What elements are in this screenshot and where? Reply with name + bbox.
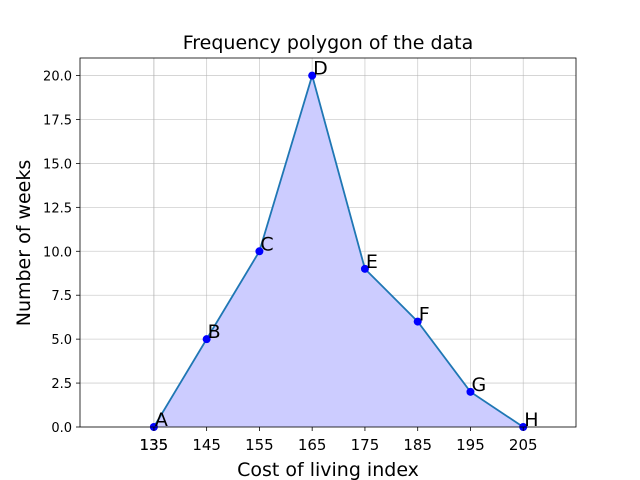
y-tick-label: 17.5 [43, 114, 72, 129]
y-tick-label: 5.0 [51, 333, 72, 348]
x-tick-label: 135 [140, 436, 169, 454]
x-tick-label: 135 [140, 436, 169, 454]
x-tick-label: 145 [192, 436, 221, 454]
y-tick-label: 2.5 [51, 377, 72, 392]
y-axis-label: Number of weeks [13, 160, 35, 327]
y-tick-label: 0.0 [51, 421, 72, 436]
x-axis-label: Cost of living index [237, 459, 419, 480]
x-tick-label: 175 [351, 436, 380, 454]
point-label-a: A [155, 409, 168, 431]
polygon-fill-area [153, 75, 524, 428]
chart-title: Frequency polygon of the data [183, 32, 474, 54]
y-tick-label: 7.5 [51, 289, 72, 304]
x-tick-label: 155 [245, 436, 274, 454]
point-label-f: F [419, 304, 430, 326]
y-tick-label: 15.0 [43, 157, 72, 172]
data-point-c [255, 247, 264, 256]
y-axis-ticks: 0.0 2.5 5.0 7.5 10.0 12.5 15.0 17.5 20.0 [43, 70, 80, 436]
y-tick-label: 10.0 [43, 245, 72, 260]
point-labels: A B C D E F G H [155, 58, 539, 431]
data-point-g [466, 387, 475, 396]
y-tick-label: 12.5 [43, 201, 72, 216]
data-point-e [360, 264, 369, 273]
data-point-d [308, 71, 317, 80]
point-label-c: C [260, 233, 273, 255]
data-point-b [202, 335, 211, 344]
point-label-b: B [208, 321, 221, 343]
data-markers [149, 71, 528, 431]
x-tick-label: 195 [456, 436, 485, 454]
point-label-g: G [471, 374, 486, 396]
x-tick-label: 165 [298, 436, 327, 454]
point-label-e: E [366, 251, 378, 273]
data-point-f [413, 317, 422, 326]
x-tick-label: 185 [403, 436, 432, 454]
point-label-d: D [313, 58, 328, 80]
point-label-h: H [524, 409, 538, 431]
plot-frame [79, 57, 577, 428]
y-tick-label: 20.0 [43, 70, 72, 85]
x-tick-label: 205 [509, 436, 538, 454]
series-line [153, 72, 524, 428]
